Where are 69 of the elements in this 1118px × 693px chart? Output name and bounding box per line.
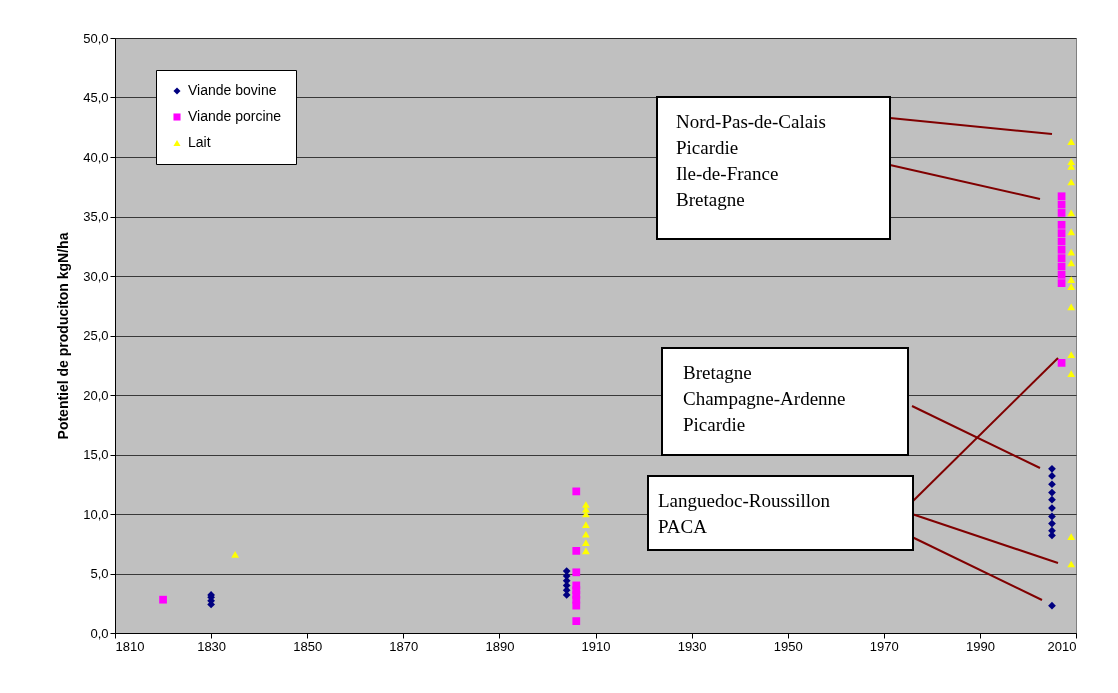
point — [1048, 464, 1056, 473]
point — [1048, 488, 1056, 497]
x-tick-label: 1870 — [389, 638, 419, 654]
y-tick-label: 40,0 — [83, 149, 109, 165]
point — [1057, 209, 1066, 217]
point — [572, 617, 581, 625]
x-tick-label: 1830 — [197, 638, 227, 654]
point — [1057, 359, 1066, 367]
point — [1057, 270, 1066, 279]
x-tick-label: 1850 — [293, 638, 323, 654]
point — [231, 551, 239, 558]
point — [572, 568, 581, 577]
point — [582, 547, 590, 555]
point — [562, 567, 571, 575]
point — [1057, 220, 1066, 229]
x-tick-label: 1910 — [581, 638, 611, 654]
y-tick-label: 10,0 — [83, 506, 109, 522]
point — [1048, 512, 1056, 521]
point — [1067, 138, 1076, 145]
annotation: Languedoc-Roussillon PACA — [658, 490, 831, 537]
y-tick-label: 35,0 — [83, 209, 109, 224]
point — [1057, 245, 1066, 254]
point — [1067, 259, 1076, 267]
point — [1057, 192, 1066, 201]
legend-label: Viande bovine — [188, 82, 277, 98]
point — [1067, 370, 1076, 377]
point — [1048, 472, 1056, 480]
y-tick-label: 45,0 — [83, 90, 109, 105]
point — [582, 530, 590, 538]
x-tick-label: 1950 — [773, 638, 803, 654]
point — [582, 501, 590, 508]
x-tick-label: 1930 — [677, 638, 707, 654]
point — [1067, 276, 1076, 283]
point — [1067, 209, 1076, 217]
point — [582, 539, 590, 546]
y-axis-title: Potentiel de produciton kgN/ha — [55, 232, 72, 440]
point — [1057, 254, 1066, 263]
annotation: Nord-Pas-de-Calais Picardie Ile-de-France Bretagne — [676, 111, 826, 210]
y-tick-label: 25,0 — [83, 328, 109, 343]
point — [1067, 351, 1076, 358]
legend-label: Viande porcine — [188, 108, 282, 124]
y-tick-label: 15,0 — [83, 447, 109, 462]
annotation: Bretagne Champagne-Ardenne Picardie — [683, 362, 846, 435]
point — [1067, 283, 1076, 291]
legend-label: Lait — [188, 134, 211, 150]
y-tick-label: 30,0 — [83, 268, 109, 284]
point — [1067, 533, 1076, 540]
point — [1048, 495, 1056, 504]
x-tick-label: 1810 — [115, 638, 145, 654]
point — [1048, 601, 1056, 610]
y-tick-label: 5,0 — [90, 566, 109, 581]
point — [1057, 279, 1066, 288]
point — [1067, 303, 1076, 311]
x-tick-label: 2010 — [1047, 638, 1077, 654]
y-tick-label: 20,0 — [83, 387, 109, 403]
point — [1057, 229, 1066, 238]
x-tick-label: 1890 — [485, 638, 515, 654]
x-tick-label: 1970 — [869, 638, 899, 654]
point — [582, 521, 590, 529]
point — [159, 595, 167, 604]
y-tick-label: 50,0 — [83, 30, 109, 46]
point — [572, 547, 581, 555]
point — [572, 487, 581, 496]
point — [1048, 480, 1056, 489]
point — [1067, 248, 1076, 256]
point — [1048, 519, 1056, 528]
y-tick-label: 0,0 — [90, 625, 109, 641]
x-tick-label: 1990 — [965, 638, 995, 654]
point — [572, 601, 581, 610]
